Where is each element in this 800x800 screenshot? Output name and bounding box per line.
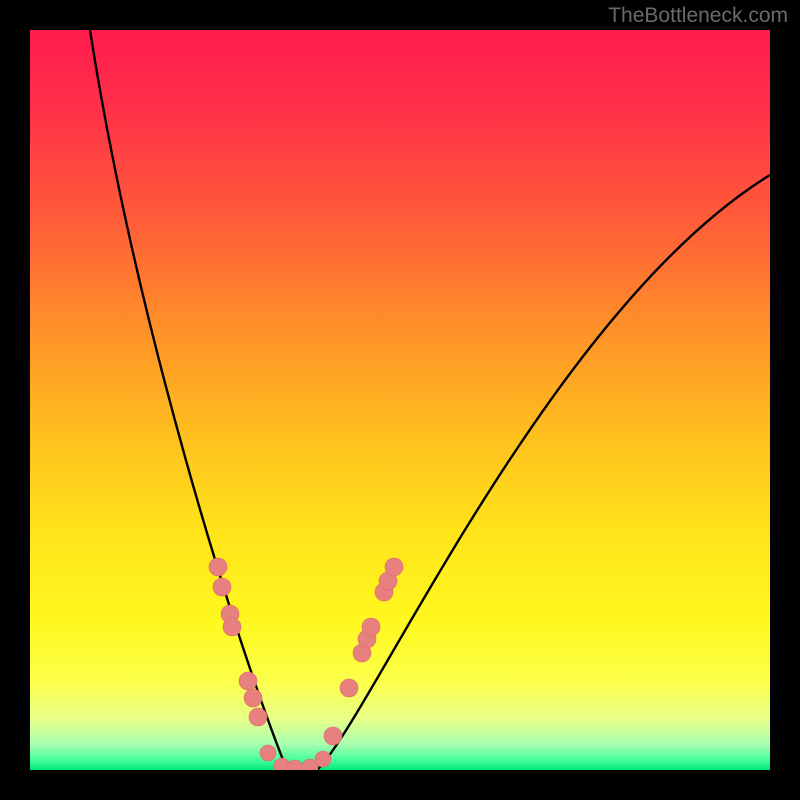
plot-area <box>30 30 770 770</box>
watermark-text: TheBottleneck.com <box>608 4 788 28</box>
gradient-background <box>30 30 770 770</box>
outer-frame: TheBottleneck.com <box>0 0 800 800</box>
